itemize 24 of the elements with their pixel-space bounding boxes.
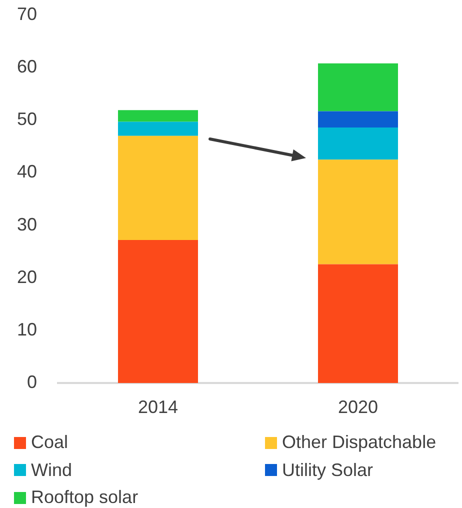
y-tick-label: 60: [16, 56, 37, 77]
y-tick-label: 30: [16, 214, 37, 234]
y-tick-label: 20: [16, 266, 37, 287]
legend-label: Utility Solar: [282, 460, 374, 481]
bar: [318, 264, 398, 383]
bar: [318, 111, 398, 128]
y-tick-label: 0: [26, 372, 37, 392]
bar: [118, 136, 198, 240]
bar: [318, 128, 398, 160]
bar: [118, 110, 198, 122]
y-tick-label: 50: [16, 109, 37, 130]
x-tick-label: 2014: [138, 396, 178, 417]
x-tick-label: 2020: [338, 396, 378, 417]
y-tick-label: 10: [16, 319, 37, 340]
legend-label: Wind: [31, 460, 72, 481]
bar: [118, 122, 198, 136]
legend-label: Other Dispatchable: [282, 432, 436, 454]
y-tick-label: 70: [16, 4, 37, 24]
bar: [318, 160, 398, 264]
bar: [318, 63, 398, 112]
legend-label: Rooftop solar: [31, 487, 138, 508]
y-tick-label: 40: [16, 162, 37, 182]
legend-label: Coal: [31, 432, 68, 454]
bar: [118, 240, 198, 383]
